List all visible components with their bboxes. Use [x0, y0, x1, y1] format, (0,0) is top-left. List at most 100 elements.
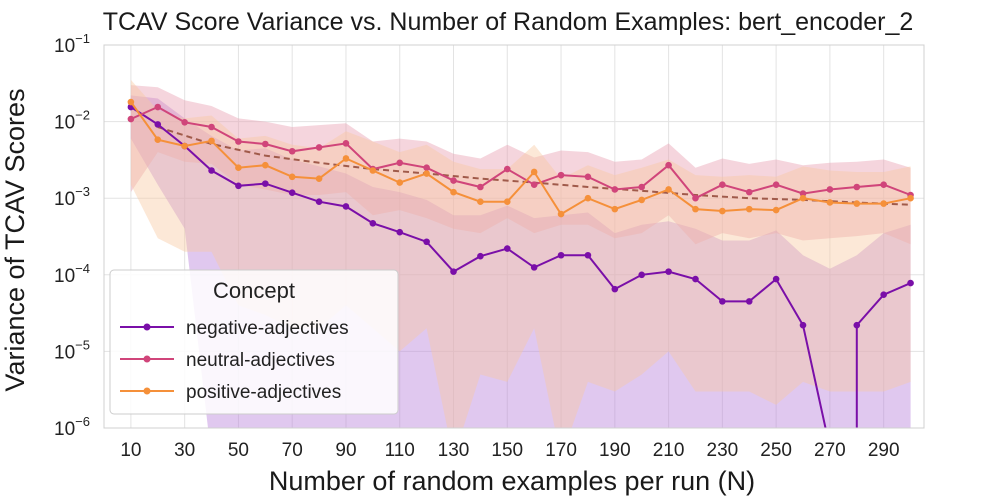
- data-point-negative-adjectives: [288, 189, 296, 196]
- data-point-negative-adjectives: [369, 220, 377, 227]
- data-point-neutral-adjectives: [396, 159, 404, 167]
- data-point-negative-adjectives: [450, 268, 457, 275]
- data-point-neutral-adjectives: [719, 181, 726, 189]
- x-tick-label: 270: [814, 440, 846, 461]
- chart-title: TCAV Score Variance vs. Number of Random…: [103, 8, 914, 36]
- data-point-negative-adjectives: [342, 203, 350, 210]
- series-line-positive-adjectives: [130, 101, 911, 216]
- data-point-positive-adjectives: [638, 196, 646, 204]
- data-point-positive-adjectives: [315, 175, 323, 182]
- legend-label-neutral-adjectives: neutral-adjectives: [186, 350, 335, 371]
- y-tick-exponent: −4: [75, 261, 90, 276]
- data-point-negative-adjectives: [396, 228, 404, 236]
- data-point-positive-adjectives: [288, 173, 296, 181]
- data-point-negative-adjectives: [584, 251, 592, 259]
- data-point-negative-adjectives: [208, 167, 215, 174]
- data-point-negative-adjectives: [262, 180, 269, 187]
- data-point-negative-adjectives: [665, 268, 672, 275]
- data-point-positive-adjectives: [557, 210, 565, 218]
- y-tick-label: 10−4: [54, 261, 90, 287]
- data-point-neutral-adjectives: [772, 181, 780, 189]
- data-point-positive-adjectives: [423, 170, 430, 177]
- data-point-negative-adjectives: [235, 182, 242, 190]
- legend-box: [109, 269, 399, 415]
- x-tick-label: 50: [228, 440, 249, 461]
- legend-marker-neutral-adjectives: [143, 355, 151, 363]
- data-point-neutral-adjectives: [450, 177, 457, 184]
- data-point-positive-adjectives: [208, 137, 215, 145]
- x-tick-label: 170: [545, 440, 577, 461]
- series-lines: [127, 98, 914, 428]
- data-point-positive-adjectives: [181, 142, 188, 150]
- data-point-neutral-adjectives: [826, 186, 834, 193]
- data-point-positive-adjectives: [154, 136, 162, 144]
- confidence-band-positive-adjectives: [130, 79, 911, 428]
- data-point-negative-adjectives: [853, 321, 861, 329]
- data-point-neutral-adjectives: [423, 164, 430, 172]
- data-point-negative-adjectives: [880, 291, 887, 298]
- data-point-positive-adjectives: [450, 188, 457, 196]
- y-tick-exponent: −6: [75, 414, 90, 429]
- legend: Concept negative-adjectives neutral-adjec…: [109, 269, 399, 415]
- data-point-neutral-adjectives: [611, 186, 619, 193]
- data-point-neutral-adjectives: [154, 103, 162, 111]
- data-point-negative-adjectives: [799, 321, 807, 329]
- x-tick-label: 210: [653, 440, 685, 461]
- data-point-neutral-adjectives: [799, 190, 807, 197]
- data-point-neutral-adjectives: [262, 140, 269, 148]
- data-point-negative-adjectives: [907, 279, 914, 287]
- data-point-neutral-adjectives: [584, 173, 592, 181]
- data-point-neutral-adjectives: [208, 123, 215, 131]
- data-point-neutral-adjectives: [181, 118, 188, 126]
- y-tick-label: 10−3: [54, 184, 90, 210]
- x-tick-label: 290: [868, 440, 900, 461]
- data-point-negative-adjectives: [611, 285, 619, 293]
- data-point-negative-adjectives: [745, 298, 753, 305]
- data-point-positive-adjectives: [127, 98, 135, 106]
- data-point-neutral-adjectives: [127, 115, 135, 123]
- data-point-neutral-adjectives: [638, 183, 646, 191]
- data-point-negative-adjectives: [423, 238, 430, 246]
- x-tick-label: 190: [599, 440, 631, 461]
- data-point-neutral-adjectives: [853, 183, 861, 191]
- plot-frame: [103, 44, 925, 429]
- data-point-positive-adjectives: [719, 207, 726, 215]
- x-tick-label: 230: [707, 440, 739, 461]
- y-axis-label: Variance of TCAV Scores: [0, 88, 30, 391]
- data-point-positive-adjectives: [826, 199, 834, 206]
- data-point-positive-adjectives: [907, 194, 914, 202]
- data-point-positive-adjectives: [235, 164, 242, 172]
- data-point-positive-adjectives: [530, 168, 538, 176]
- data-point-negative-adjectives: [638, 271, 646, 279]
- y-tick-exponent: −1: [75, 31, 90, 46]
- data-point-negative-adjectives: [772, 275, 780, 283]
- data-point-positive-adjectives: [853, 200, 861, 207]
- x-axis-label: Number of random examples per run (N): [269, 466, 755, 496]
- data-point-positive-adjectives: [692, 205, 699, 213]
- data-point-positive-adjectives: [503, 198, 511, 206]
- x-tick-label: 90: [335, 440, 356, 461]
- y-tick-label: 10−2: [54, 108, 90, 134]
- data-point-neutral-adjectives: [315, 144, 323, 151]
- grid-lines: [104, 44, 924, 429]
- data-point-positive-adjectives: [342, 155, 350, 162]
- legend-entries: negative-adjectives neutral-adjectives pos…: [120, 318, 349, 403]
- x-tick-label: 150: [491, 440, 523, 461]
- data-point-neutral-adjectives: [235, 138, 242, 145]
- data-point-neutral-adjectives: [665, 161, 672, 169]
- x-tick-label: 130: [438, 440, 470, 461]
- data-point-neutral-adjectives: [503, 165, 511, 173]
- data-point-negative-adjectives: [477, 252, 484, 260]
- data-point-negative-adjectives: [719, 298, 726, 305]
- confidence-band-neutral-adjectives: [130, 85, 911, 245]
- data-point-positive-adjectives: [665, 186, 672, 193]
- data-point-neutral-adjectives: [477, 183, 484, 191]
- data-point-positive-adjectives: [799, 194, 807, 202]
- data-point-neutral-adjectives: [288, 147, 296, 155]
- data-point-negative-adjectives: [315, 198, 323, 206]
- legend-marker-positive-adjectives: [143, 387, 151, 395]
- data-point-positive-adjectives: [584, 194, 592, 202]
- data-point-negative-adjectives: [530, 264, 538, 271]
- y-tick-label: 10−6: [54, 414, 90, 440]
